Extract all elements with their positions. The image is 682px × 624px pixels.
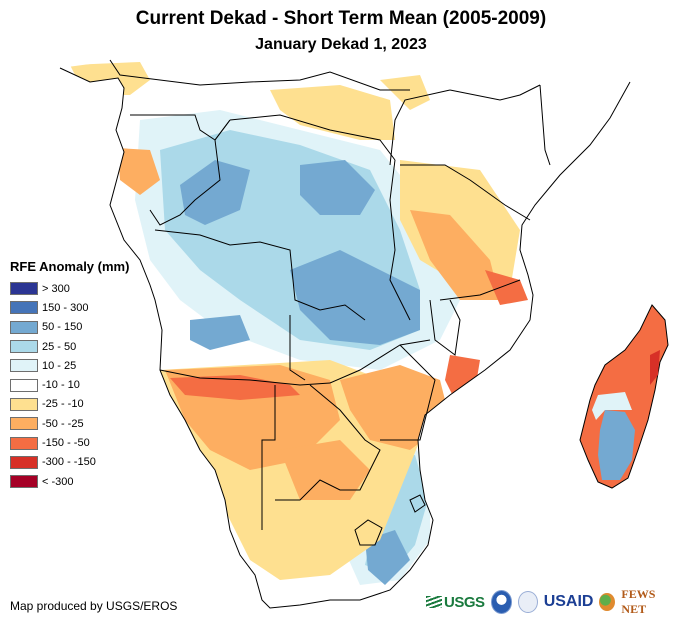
fews-globe-icon (599, 593, 616, 611)
anomaly-orange-botswana (280, 440, 370, 500)
usaid-seal-icon (517, 591, 538, 613)
country-borders (109, 59, 551, 546)
anomaly-fields (70, 62, 528, 585)
border-congo-drc (149, 119, 231, 226)
border-namibia-botswana (261, 385, 276, 530)
legend-swatch (10, 282, 38, 296)
madagascar-transition (592, 392, 632, 420)
anomaly-yellow-car (270, 85, 395, 140)
border-botswana-zimbabwe-sa (275, 384, 381, 501)
legend-item: > 300 (10, 279, 129, 298)
border-drc-car (229, 114, 396, 161)
legend-swatch (10, 417, 38, 431)
anomaly-red-tanzania-south (485, 270, 528, 305)
legend-swatch (10, 359, 38, 373)
legend-item: 10 - 25 (10, 356, 129, 375)
usgs-wave-icon (426, 596, 442, 608)
border-angola-zambia (289, 315, 306, 381)
legend-label: 50 - 150 (42, 321, 83, 334)
legend-label: -25 - -10 (42, 398, 84, 411)
legend-swatch (10, 301, 38, 315)
legend-item: -150 - -50 (10, 433, 129, 452)
legend-label: > 300 (42, 282, 70, 295)
anomaly-blue-50-150-south-africa (365, 530, 410, 585)
border-tanzania-kenya (400, 164, 531, 221)
anomaly-yellow-south-sudan (380, 75, 430, 110)
legend-label: 10 - 25 (42, 359, 77, 372)
noaa-logo-icon (490, 590, 512, 614)
border-drc-angola (154, 229, 366, 321)
legend-label: 150 - 300 (42, 301, 89, 314)
border-angola-namibia (159, 369, 331, 386)
legend: RFE Anomaly (mm) > 300 150 - 300 50 - 150 2… (10, 259, 129, 491)
fews-net-logo: FEWS NET (621, 587, 656, 616)
legend-swatch (10, 340, 38, 354)
border-eswatini (409, 494, 426, 513)
anomaly-orange-tanzania (410, 210, 500, 300)
legend-item: -10 - 10 (10, 375, 129, 394)
legend-item: -50 - -25 (10, 414, 129, 433)
border-zimbabwe-mozambique (380, 344, 436, 441)
legend-label: 25 - 50 (42, 340, 77, 353)
legend-swatch (10, 455, 38, 469)
legend-label: -150 - -50 (42, 437, 90, 450)
partner-logos: USGS USAID FEWS NET (426, 586, 676, 618)
legend-label: -50 - -25 (42, 417, 84, 430)
legend-item: 25 - 50 (10, 337, 129, 356)
usaid-logo: USAID (543, 593, 594, 610)
legend-item: 150 - 300 (10, 298, 129, 317)
legend-item: < -300 (10, 472, 129, 491)
legend-item: -25 - -10 (10, 395, 129, 414)
legend-swatch (10, 397, 38, 411)
anomaly-blue-50-150-drc-south (290, 250, 420, 345)
anomaly-orange-gabon (118, 148, 160, 195)
madagascar-dark-red-east (650, 350, 660, 385)
legend-label: -300 - -150 (42, 456, 96, 469)
legend-label: < -300 (42, 475, 74, 488)
usgs-logo: USGS (426, 594, 485, 611)
legend-title: RFE Anomaly (mm) (10, 259, 130, 274)
legend-swatch (10, 436, 38, 450)
legend-swatch (10, 475, 38, 489)
legend-swatch (10, 320, 38, 334)
anomaly-blue-50-150-congo-center (300, 160, 375, 215)
coastline (59, 67, 631, 609)
credit-text: Map produced by USGS/EROS (10, 599, 178, 613)
anomaly-blue-50-150-congo-west (180, 160, 250, 225)
madagascar-wet-south (598, 410, 635, 480)
border-kenya-ethiopia (449, 84, 541, 101)
border-lesotho (354, 519, 383, 546)
legend-label: -10 - 10 (42, 379, 80, 392)
border-tanzania-mozambique (439, 279, 521, 301)
legend-item: 50 - 150 (10, 318, 129, 337)
border-drc-east (389, 159, 411, 321)
anomaly-blue-50-150-angola (190, 315, 250, 350)
map-subtitle: January Dekad 1, 2023 (255, 36, 427, 53)
legend-item: -300 - -150 (10, 453, 129, 472)
border-car-north (109, 59, 410, 91)
map-title: Current Dekad - Short Term Mean (2005-20… (135, 8, 547, 29)
border-zambia-zimbabwe (329, 339, 431, 384)
border-uganda (389, 89, 451, 166)
border-malawi (429, 299, 461, 356)
legend-swatch (10, 378, 38, 392)
border-somalia (539, 84, 551, 166)
